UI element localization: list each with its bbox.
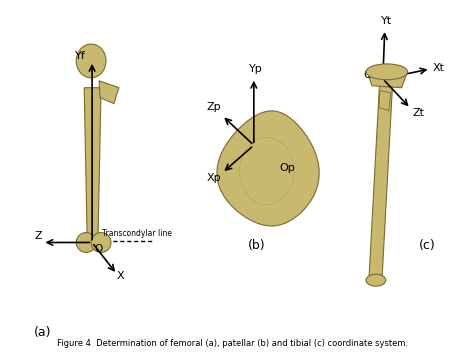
Polygon shape [84,88,101,236]
Text: Yt: Yt [381,16,392,26]
Text: Xt: Xt [432,63,445,73]
Polygon shape [367,71,407,88]
Text: Zt: Zt [412,109,425,119]
Ellipse shape [366,274,386,286]
Polygon shape [379,91,391,110]
Text: (a): (a) [34,326,51,339]
Text: O: O [94,244,103,255]
Text: Zp: Zp [206,102,221,111]
Text: Xp: Xp [206,173,221,183]
Ellipse shape [366,64,408,80]
Text: Yf: Yf [75,51,86,61]
Polygon shape [86,236,101,250]
Text: X: X [117,271,124,281]
Text: Transcondylar line: Transcondylar line [102,229,172,237]
Polygon shape [217,111,319,226]
Text: Yp: Yp [249,64,263,74]
Text: (c): (c) [418,239,435,252]
Polygon shape [369,78,393,282]
Text: O: O [363,70,371,80]
Text: Figure 4  Determination of femoral (a), patellar (b) and tibial (c) coordinate s: Figure 4 Determination of femoral (a), p… [57,339,409,348]
Polygon shape [99,81,119,104]
Ellipse shape [76,44,106,78]
Ellipse shape [76,233,96,252]
Text: (b): (b) [248,239,266,252]
Ellipse shape [91,233,111,252]
Text: Op: Op [280,163,295,173]
Text: Z: Z [34,230,42,241]
